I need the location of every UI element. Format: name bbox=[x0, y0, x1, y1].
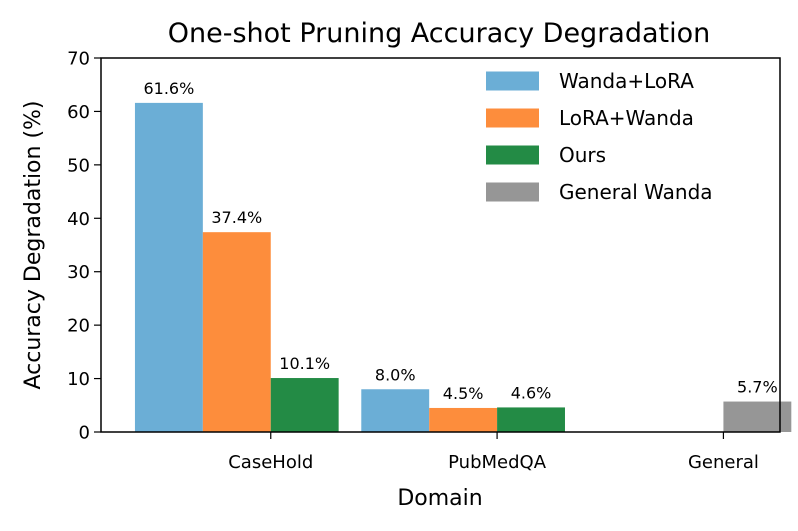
legend-label: Wanda+LoRA bbox=[559, 69, 694, 93]
data-label: 10.1% bbox=[279, 354, 330, 373]
data-label: 61.6% bbox=[143, 79, 194, 98]
x-tick-label: PubMedQA bbox=[448, 452, 547, 473]
bar-lora-wanda-pubmedqa bbox=[429, 407, 498, 432]
y-tick-label: 20 bbox=[67, 316, 90, 337]
y-tick-label: 70 bbox=[67, 49, 90, 70]
bar-wanda-lora-pubmedqa bbox=[361, 389, 430, 432]
data-label: 4.5% bbox=[443, 384, 484, 403]
legend-swatch bbox=[486, 71, 539, 91]
x-tick-label: CaseHold bbox=[228, 452, 313, 473]
y-tick-label: 10 bbox=[67, 369, 90, 390]
chart-title: One-shot Pruning Accuracy Degradation bbox=[168, 18, 711, 49]
bar-lora-wanda-casehold bbox=[202, 232, 271, 432]
y-axis-label: Accuracy Degradation (%) bbox=[21, 100, 46, 389]
x-axis-label: Domain bbox=[397, 486, 482, 511]
bar-general-wanda-general bbox=[723, 401, 792, 432]
y-tick-label: 60 bbox=[67, 102, 90, 123]
y-tick-label: 0 bbox=[79, 423, 90, 444]
legend-label: General Wanda bbox=[559, 180, 713, 204]
bar-ours-pubmedqa bbox=[497, 407, 565, 432]
data-label: 4.6% bbox=[511, 383, 552, 402]
legend: Wanda+LoRA LoRA+Wanda Ours General Wanda bbox=[486, 69, 713, 204]
bar-wanda-lora-casehold bbox=[134, 102, 203, 432]
legend-swatch bbox=[486, 182, 539, 202]
legend-swatch bbox=[486, 108, 539, 128]
bar-ours-casehold bbox=[270, 378, 339, 432]
data-label: 5.7% bbox=[737, 378, 778, 397]
y-tick-label: 30 bbox=[67, 262, 90, 283]
x-tick-label: General bbox=[688, 452, 759, 473]
legend-swatch bbox=[486, 145, 539, 165]
y-tick-label: 40 bbox=[67, 209, 90, 230]
legend-label: Ours bbox=[559, 143, 606, 167]
plot-area: 0 10 20 30 40 50 60 70 CaseHold PubMedQA General 61… bbox=[67, 49, 792, 473]
data-label: 8.0% bbox=[375, 365, 416, 384]
y-tick-label: 50 bbox=[67, 155, 90, 176]
plot-frame bbox=[100, 57, 781, 433]
legend-label: LoRA+Wanda bbox=[559, 106, 694, 130]
data-label: 37.4% bbox=[211, 208, 262, 227]
